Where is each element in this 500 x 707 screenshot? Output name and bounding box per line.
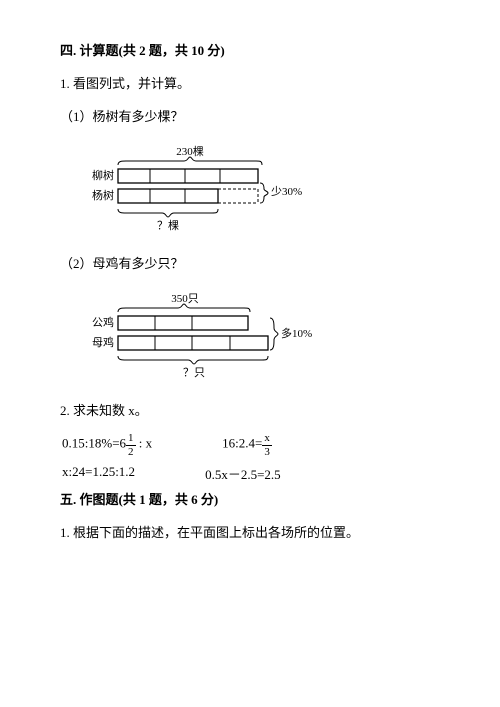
eq-2b: 0.5x－2.5=2.5 [205,464,281,483]
d1-side-label: 少30% [271,185,302,198]
s5-q1: 1. 根据下面的描述，在平面图上标出各场所的位置。 [60,522,440,541]
diagram-hen-svg: 350只 公鸡 母鸡 多10% [80,292,320,382]
d1-row1-label: 柳树 [92,168,114,182]
eq-row-1: 0.15:18%=612 : x 16:2.4=x3 [62,433,440,458]
d2-row2-label: 母鸡 [92,335,114,349]
d1-unknown-label: ？棵 [157,218,179,232]
diagram-poplar: 230棵 柳树 杨树 [80,145,440,235]
eq-2a: x:24=1.25:1.2 [62,464,135,483]
page: 四. 计算题(共 2 题，共 10 分) 1. 看图列式，并计算。 （1）杨树有… [0,0,500,575]
d2-side-label: 多10% [281,326,312,340]
q1-part1-label: （1）杨树有多少棵？ [60,106,440,125]
d2-total-label: 350只 [171,293,199,305]
eq-1b-frac: x3 [262,433,272,458]
eq-1b-frac-n: x [262,433,272,446]
eq-1b-frac-d: 3 [262,446,272,458]
eq-1b: 16:2.4=x3 [222,433,272,458]
eq-1a-pre: 0.15:18%=6 [62,435,126,450]
q2-prompt: 2. 求未知数 x。 [60,400,440,419]
d2-unknown-label: ？只 [183,367,205,379]
q1-part2-label: （2）母鸡有多少只？ [60,253,440,272]
q1-prompt: 1. 看图列式，并计算。 [60,73,440,92]
d1-total-label: 230棵 [176,145,204,158]
diagram-hen: 350只 公鸡 母鸡 多10% [80,292,440,382]
eq-row-2: x:24=1.25:1.2 0.5x－2.5=2.5 [62,464,440,483]
eq-1a-post: : x [136,435,153,450]
eq-1a-frac: 12 [126,433,136,458]
eq-1a: 0.15:18%=612 : x [62,433,152,458]
eq-1a-frac-n: 1 [126,433,136,446]
eq-1b-pre: 16:2.4= [222,435,262,450]
d2-row1-label: 公鸡 [92,315,114,329]
section4-heading: 四. 计算题(共 2 题，共 10 分) [60,40,440,59]
eq-1a-frac-d: 2 [126,446,136,458]
d1-row2-label: 杨树 [92,188,114,202]
diagram-poplar-svg: 230棵 柳树 杨树 [80,145,320,235]
section5-heading: 五. 作图题(共 1 题，共 6 分) [60,489,440,508]
